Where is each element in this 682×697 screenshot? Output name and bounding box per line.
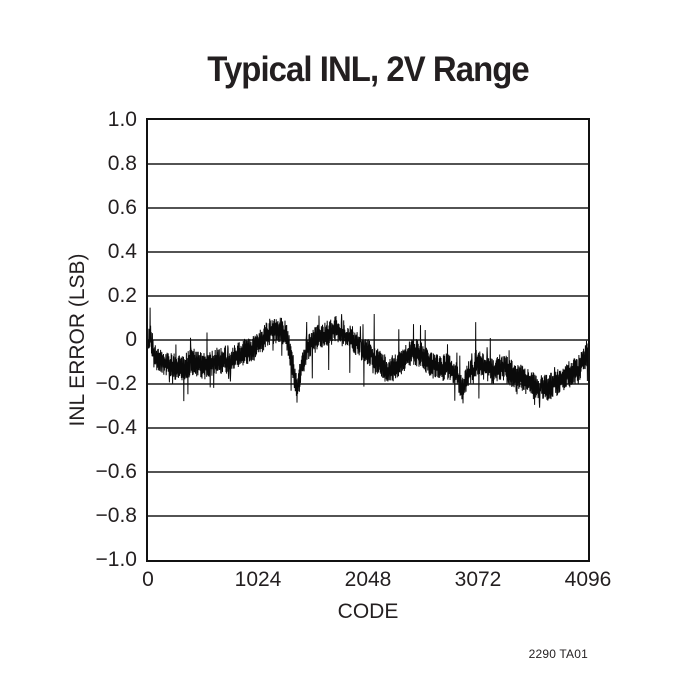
y-tick-label: −0.2 [95, 372, 137, 395]
figure-note: 2290 TA01 [528, 647, 588, 661]
y-tick-label: 1.0 [107, 108, 137, 131]
inl-trace-plot [147, 162, 588, 517]
y-tick-label: −0.6 [95, 460, 137, 483]
chart-title: Typical INL, 2V Range [207, 50, 529, 89]
x-tick-label: 3072 [454, 568, 502, 591]
plot-area [145, 117, 590, 562]
y-tick-label: 0.8 [107, 152, 137, 175]
y-tick-label: 0.2 [107, 284, 137, 307]
x-tick-label: 2048 [344, 568, 392, 591]
y-tick-label: −1.0 [95, 548, 137, 571]
x-axis-title: CODE [337, 600, 399, 623]
x-tick-label: 1024 [234, 568, 282, 591]
inl-trace [147, 307, 588, 408]
y-tick-label: −0.4 [95, 416, 137, 439]
y-tick-label: 0.4 [107, 240, 137, 263]
y-tick-label: 0.6 [107, 196, 137, 219]
x-tick-label: 0 [142, 568, 154, 591]
y-tick-label: −0.8 [95, 504, 137, 527]
x-tick-label: 4096 [564, 568, 612, 591]
y-tick-label: 0 [125, 328, 137, 351]
